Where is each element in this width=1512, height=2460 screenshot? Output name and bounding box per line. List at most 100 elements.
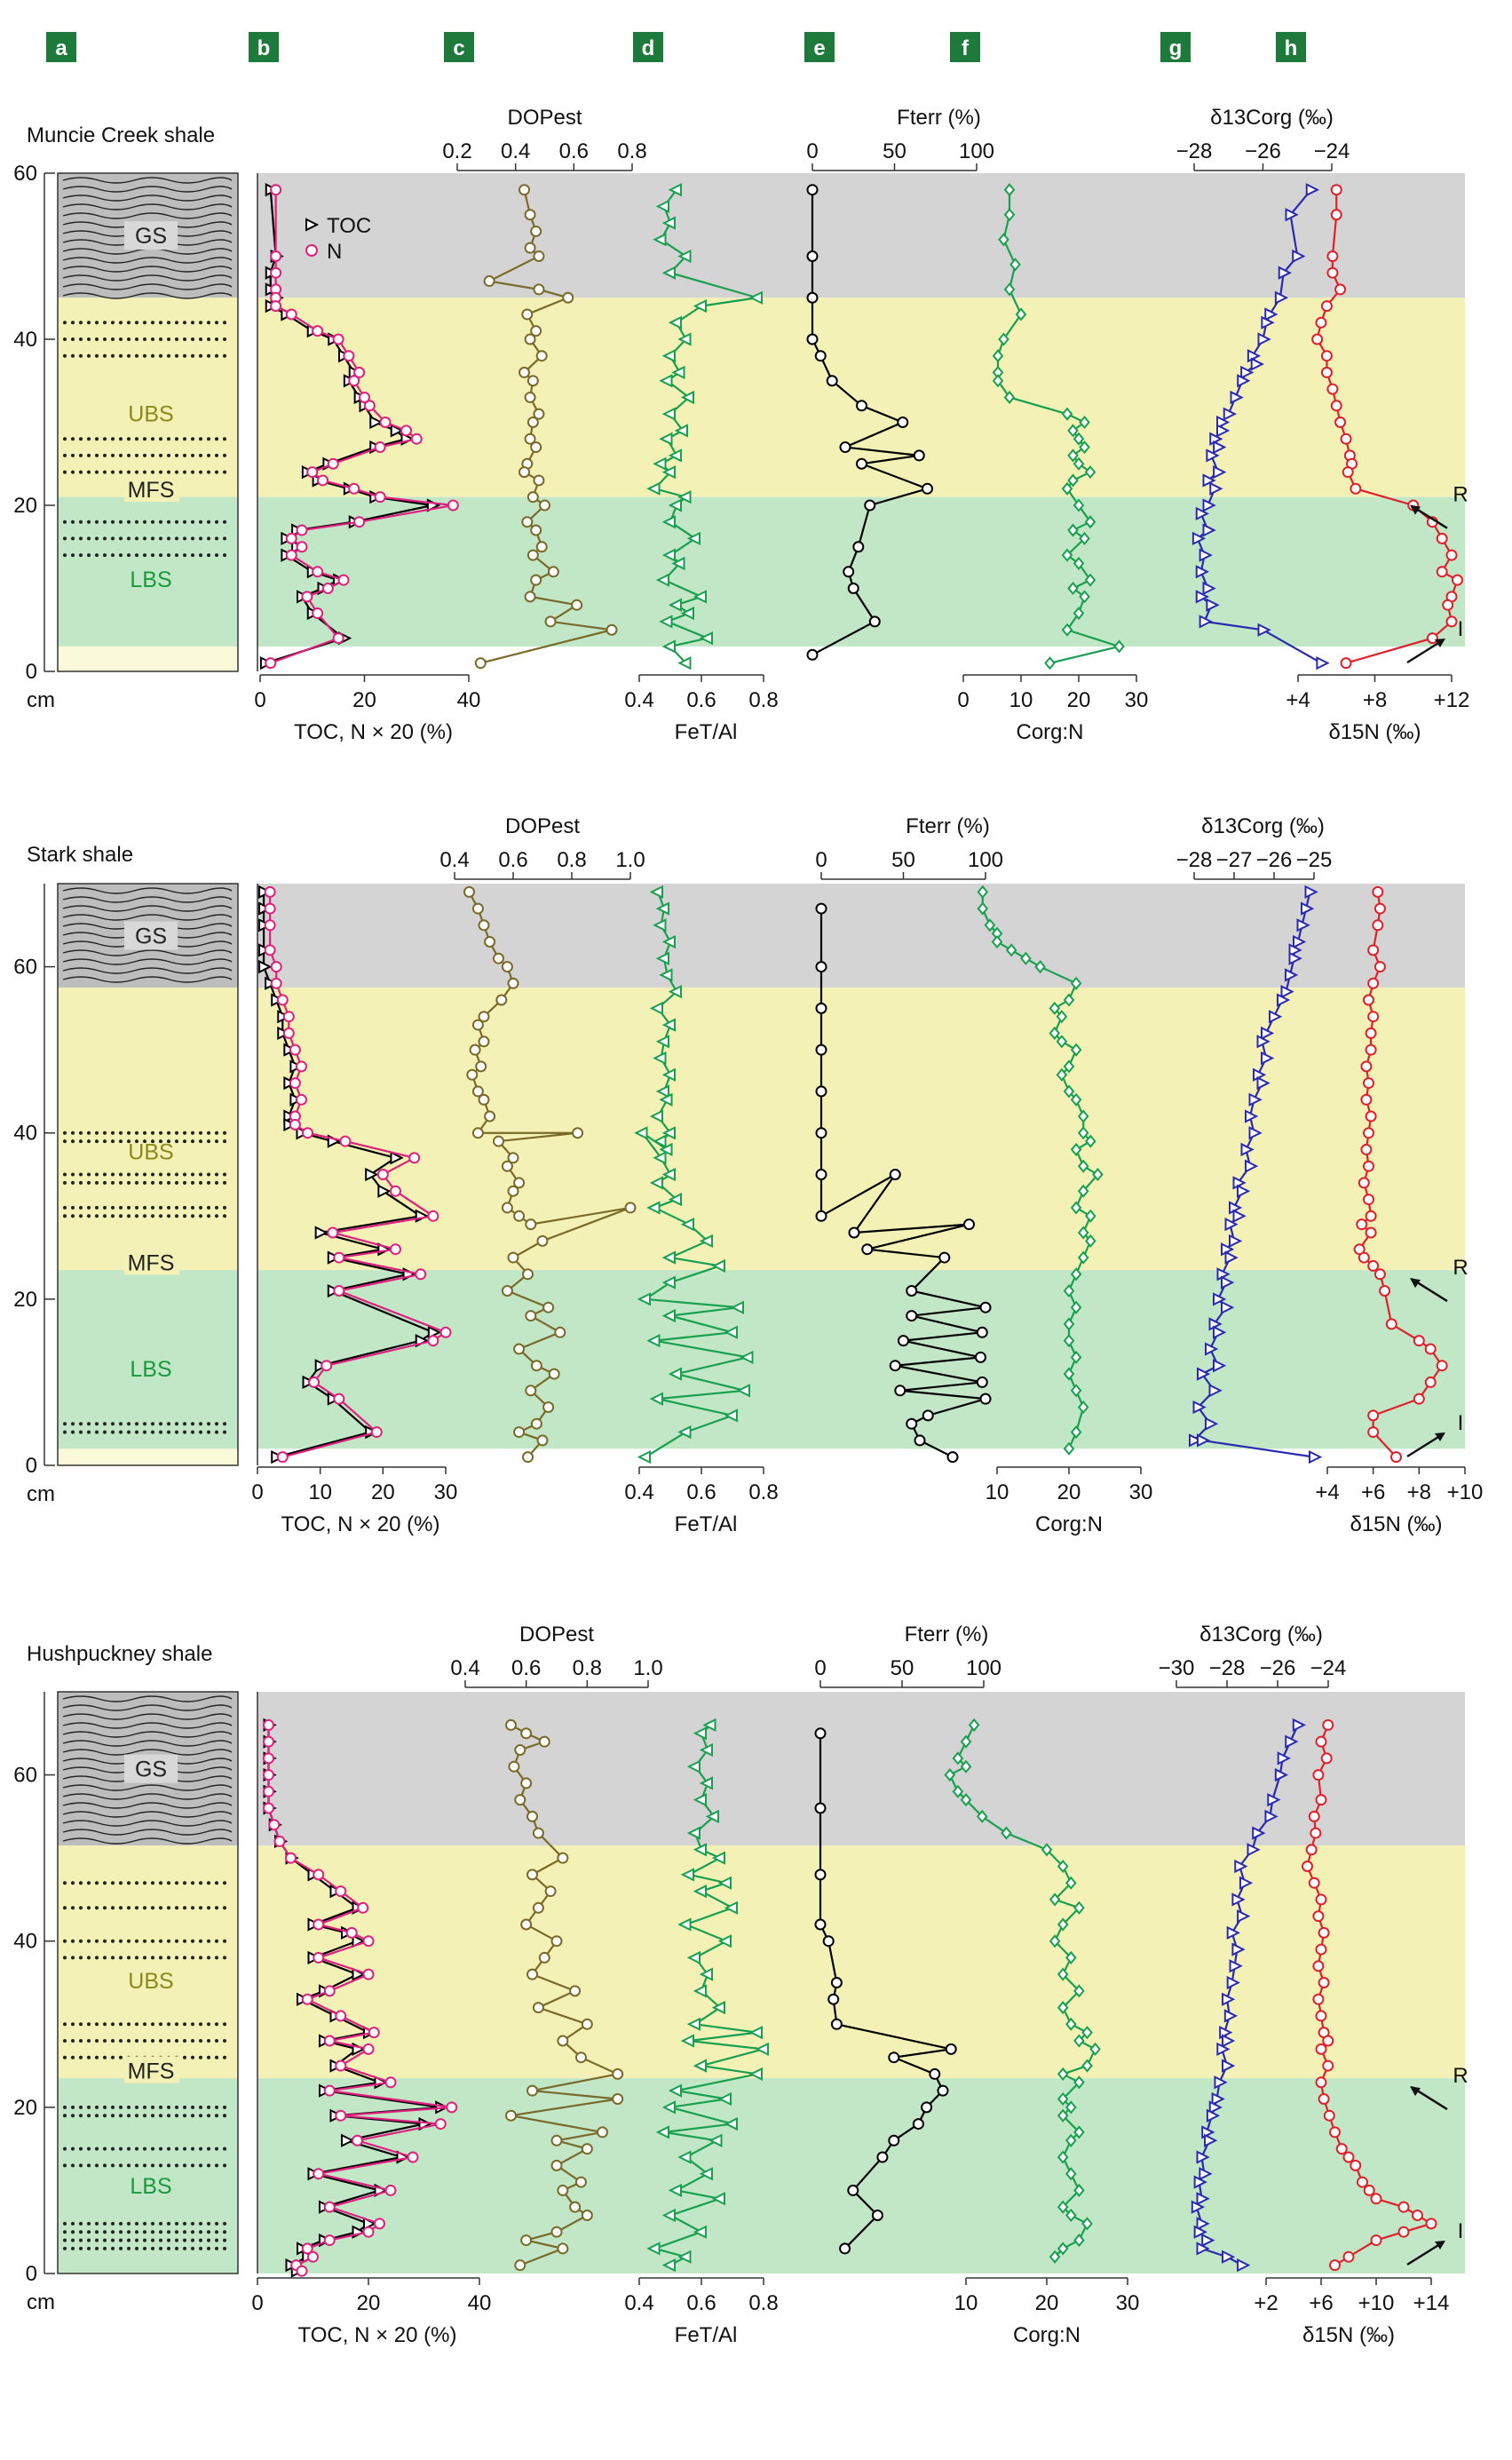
panel-badge-g: g: [1160, 32, 1191, 62]
c13-series-point: [1229, 1234, 1243, 1248]
corg-series-point: [1070, 1350, 1082, 1364]
corg-series-point: [1061, 407, 1073, 421]
fterr-series-point: [946, 1451, 959, 1464]
strat-dot-layer: [111, 1205, 115, 1210]
strat-gray-shale-texture: [62, 905, 233, 912]
fe-series-point: [661, 1067, 676, 1082]
dop-series-point: [484, 1110, 496, 1123]
strat-dot-layer: [151, 2221, 154, 2226]
strat-dot-layer: [127, 453, 131, 457]
c13-series-point: [1274, 1767, 1289, 1782]
arrow-R-head: [1410, 504, 1421, 515]
strat-dot-layer: [159, 2147, 162, 2151]
n-series-point: [362, 1968, 375, 1980]
fterr-series-point: [806, 333, 819, 345]
dop-series-point: [519, 466, 531, 479]
fe-tick-label: 0.8: [748, 1480, 778, 1504]
n15-series-point: [1350, 482, 1362, 495]
strat-dot-layer: [159, 1131, 162, 1135]
strat-dot-layer: [119, 1131, 123, 1135]
strat-dot-layer: [103, 321, 107, 325]
strat-dot-layer: [151, 2022, 154, 2027]
strat-dot-layer: [127, 2022, 131, 2027]
strat-dot-layer: [167, 1956, 170, 1960]
strat-dot-layer: [167, 1906, 170, 1910]
corg-series-point: [1057, 2067, 1069, 2081]
strat-dot-layer: [159, 1906, 162, 1910]
dop-series-point: [526, 491, 539, 504]
n15-series-point: [1308, 1877, 1320, 1889]
fe-series-point: [717, 2091, 732, 2107]
fe-series-point: [668, 2083, 682, 2098]
n-series-point: [270, 977, 282, 989]
strat-dot-layer: [87, 353, 91, 358]
strat-dot-layer: [207, 520, 210, 524]
corg-series-point: [1057, 2001, 1069, 2015]
corg-series-point: [1065, 1950, 1077, 1964]
n-series-point: [282, 1027, 295, 1039]
strat-dot-layer: [111, 1881, 115, 1885]
fterr-series-point: [848, 1226, 860, 1239]
strat-dot-layer: [167, 2238, 170, 2242]
fterr-series-point: [922, 1409, 934, 1422]
strat-column-frame: [57, 1691, 239, 2274]
c13-tick-label: −30: [1159, 1656, 1195, 1680]
n-series-point: [302, 1127, 314, 1139]
n-series-point: [263, 1802, 274, 1814]
c13-tick-label: −27: [1216, 848, 1253, 872]
c13-tick-label: −24: [1314, 139, 1350, 163]
strat-dot-layer: [159, 2022, 162, 2027]
fe-series-point: [705, 1809, 719, 1823]
fterr-series-point: [888, 2134, 900, 2147]
strat-dot-layer: [183, 2246, 186, 2250]
fterr-series-point: [847, 2184, 859, 2196]
strat-dot-layer: [111, 1939, 115, 1943]
strat-dot-layer: [95, 1422, 99, 1426]
strat-dot-layer: [223, 1180, 226, 1185]
section-title: Hushpuckney shale: [27, 1642, 212, 1666]
dop-series-point: [520, 1777, 533, 1789]
n-series-point: [389, 1185, 401, 1197]
strat-dot-layer: [111, 2114, 115, 2118]
strat-dot-layer: [63, 2163, 67, 2168]
strat-dot-layer: [111, 1139, 115, 1144]
c13-series-point: [1261, 1051, 1275, 1066]
n-series-point: [263, 1718, 274, 1731]
zone-lower-black-shale: [257, 2078, 1465, 2274]
dop-series-point: [536, 1434, 549, 1447]
dop-series-point: [474, 657, 487, 670]
fterr-series-point: [827, 1993, 840, 2005]
n-series-point: [362, 1935, 375, 1948]
strat-gray-shale-texture: [62, 212, 233, 219]
strat-dot-layer: [119, 1180, 123, 1185]
corg-series-point: [1056, 1035, 1068, 1049]
strat-dot-layer: [207, 353, 210, 358]
n15-series-point: [1320, 300, 1333, 313]
strat-dot-layer: [79, 2114, 83, 2118]
n15-series-point: [1312, 1910, 1325, 1923]
corg-series-point: [992, 374, 1004, 388]
fterr-series-point: [979, 1393, 992, 1405]
strat-dot-layer: [175, 1939, 178, 1943]
strat-dot-layer: [87, 2105, 91, 2109]
dop-tick-label: 0.4: [450, 1656, 479, 1680]
corg-series-point: [1034, 960, 1046, 974]
c13-series-point: [1250, 357, 1264, 371]
n-series-point: [335, 1885, 347, 1898]
strat-dot-layer: [79, 2163, 83, 2168]
unit-label-mfs: MFS: [128, 478, 175, 503]
strat-dot-layer: [95, 1180, 99, 1185]
legend-n-marker: [305, 244, 318, 257]
n15-series-point: [1424, 1343, 1437, 1355]
fterr-series-point: [979, 1301, 992, 1313]
fe-series-point: [693, 298, 707, 313]
c13-axis-title: δ13Corg (‰): [1201, 814, 1325, 838]
corg-series-point: [1073, 456, 1085, 471]
strat-dot-layer: [135, 1139, 139, 1144]
corg-series-point: [1070, 1201, 1082, 1215]
strat-dot-layer: [103, 1956, 107, 1960]
strat-dot-layer: [79, 1422, 83, 1426]
n-series-point: [296, 541, 308, 553]
n15-series-point: [1373, 1268, 1386, 1281]
strat-dot-layer: [127, 1422, 131, 1426]
